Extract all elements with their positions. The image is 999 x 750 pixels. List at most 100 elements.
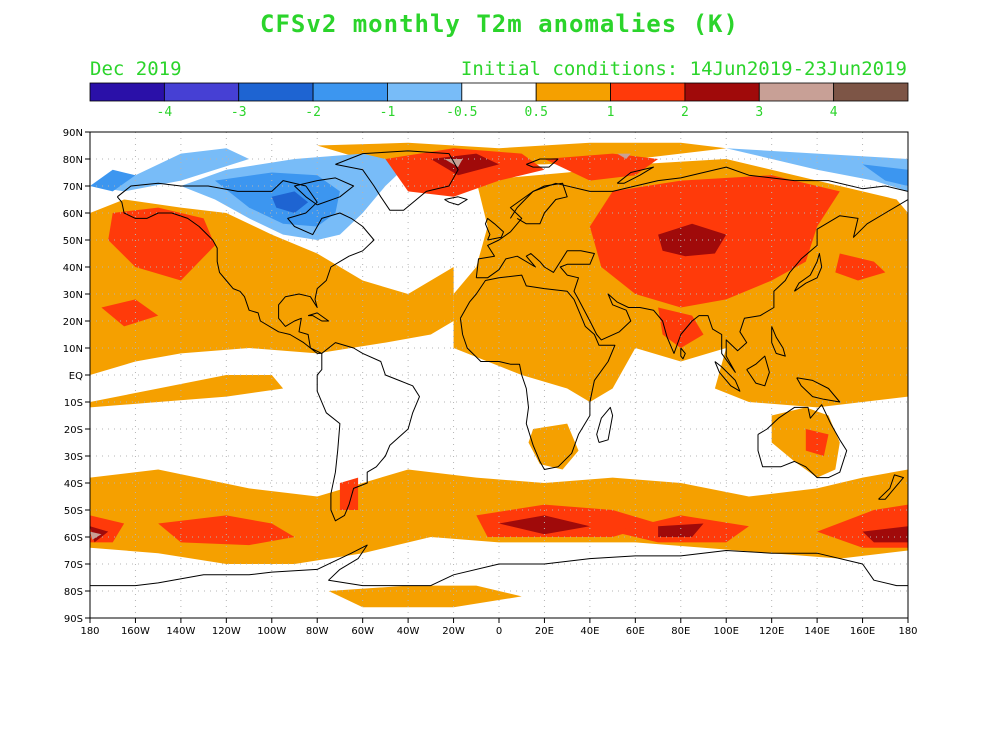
colorbar-swatch (610, 82, 686, 102)
lat-tick-label: 60S (64, 533, 83, 544)
coast-madagascar (596, 406, 614, 443)
lon-tick-label: 180 (898, 626, 917, 637)
longitude-labels: 180 160W 140W 120W 100W 80W 60W 40W 20W 0 20E 40E 60… (80, 618, 918, 637)
coast-svalbard (526, 158, 559, 168)
warm-australia (805, 429, 829, 456)
coast-sumatra (714, 361, 741, 392)
map-area (90, 132, 908, 618)
initial-conditions-label: Initial conditions: 14Jun2019-23Jun2019 (460, 58, 907, 80)
colorbar-tick-label: 4 (830, 105, 838, 120)
cool-alaska-west (90, 169, 136, 192)
lat-tick-label: 40N (63, 263, 83, 274)
warm3-south-pac-e (862, 526, 908, 543)
cool-arctic-east (726, 148, 908, 192)
warm-north-pac-mid (101, 299, 159, 327)
coast-asia-south (476, 199, 908, 373)
warm-east-pac-n (108, 207, 215, 281)
lat-tick-label: 10S (64, 398, 83, 409)
coast-australia (757, 404, 848, 479)
colorbar-swatch (684, 82, 760, 102)
bg-orange-africa-s (528, 423, 579, 470)
colorbar-swatch (89, 82, 165, 102)
chart-title: CFSv2 monthly T2m anomalies (K) (260, 10, 739, 38)
lon-tick-label: 160W (121, 626, 150, 637)
colorbar-tick-label: 3 (755, 105, 763, 120)
lat-tick-label: 90N (63, 128, 83, 139)
colorbar (89, 82, 909, 102)
lon-tick-label: 80W (306, 626, 329, 637)
lon-tick-label: 0 (496, 626, 502, 637)
warm-south-pac-60 (158, 515, 295, 546)
lon-tick-label: 80E (671, 626, 690, 637)
colorbar-tick-label: -0.5 (446, 105, 477, 120)
coast-north-america (116, 180, 375, 354)
lat-tick-label: 10N (63, 344, 83, 355)
coast-antarctica (90, 544, 908, 587)
colorbar-swatch (238, 82, 314, 102)
cool-canada-deep (271, 191, 309, 213)
lon-tick-label: 180 (80, 626, 99, 637)
lat-tick-label: 90S (64, 614, 83, 625)
lon-tick-label: 160E (850, 626, 875, 637)
lat-tick-label: 30S (64, 452, 83, 463)
colorbar-swatch (387, 82, 463, 102)
lon-tick-label: 140W (166, 626, 195, 637)
lon-tick-label: 60E (626, 626, 645, 637)
lat-tick-label: 60N (63, 209, 83, 220)
lon-tick-label: 20W (442, 626, 465, 637)
bg-orange-antarctic (328, 585, 522, 608)
latitude-labels: 90N 80N 70N 60N 50N 40N 30N 20N 10N EQ 10S 20S 30S 40… (63, 128, 90, 625)
colorbar-tick-label: -3 (231, 105, 247, 120)
coast-africa (459, 274, 616, 470)
lat-tick-label: 30N (63, 290, 83, 301)
coast-uk (484, 217, 504, 241)
coast-borneo (746, 355, 770, 387)
lon-tick-label: 100E (714, 626, 739, 637)
coast-iceland (444, 196, 468, 206)
coast-cuba (307, 312, 330, 322)
coast-novaya-zemlya (616, 166, 654, 184)
lat-tick-label: 70S (64, 560, 83, 571)
colorbar-labels: -4 -3 -2 -1 -0.5 0.5 1 2 3 4 (157, 105, 838, 120)
lat-tick-label: 50N (63, 236, 83, 247)
coast-scandinavia (509, 182, 568, 225)
lat-tick-label: 70N (63, 182, 83, 193)
colorbar-tick-label: -4 (157, 105, 173, 120)
coast-south-america (316, 342, 420, 522)
cool-arctic-east-core (862, 164, 908, 186)
lat-tick-label: 40S (64, 479, 83, 490)
lon-tick-label: 100W (257, 626, 286, 637)
colorbar-swatch (758, 82, 835, 102)
coast-japan (793, 253, 823, 292)
lat-tick-label: 80S (64, 587, 83, 598)
colorbar-tick-label: -2 (305, 105, 321, 120)
lon-tick-label: 20E (535, 626, 554, 637)
lat-tick-label: 50S (64, 506, 83, 517)
warm3-south-ind (658, 523, 704, 537)
colorbar-tick-label: 2 (681, 105, 689, 120)
lon-tick-label: 140E (804, 626, 829, 637)
coast-philippines (771, 326, 786, 357)
coast-sri-lanka (680, 347, 686, 360)
lat-tick-label: 80N (63, 155, 83, 166)
colorbar-swatch (312, 82, 388, 102)
lat-tick-label: EQ (69, 371, 83, 382)
month-label: Dec 2019 (90, 58, 182, 80)
bg-orange-tropical-pac-east (90, 375, 284, 408)
bg-orange-australia (771, 407, 840, 478)
warm-india (658, 307, 704, 348)
warm3-south-atl (499, 515, 590, 535)
lat-tick-label: 20S (64, 425, 83, 436)
warm4-south-pac-w (90, 531, 102, 540)
lat-tick-label: 20N (63, 317, 83, 328)
colorbar-swatch (535, 82, 611, 102)
coast-europe-asia (475, 166, 908, 278)
lon-tick-label: 40E (580, 626, 599, 637)
warm4-greenland (444, 159, 463, 168)
colorbar-swatch (833, 82, 909, 102)
lon-tick-label: 60W (351, 626, 374, 637)
lon-tick-label: 120W (212, 626, 241, 637)
colorbar-swatch (163, 82, 240, 102)
colorbar-tick-label: 1 (607, 105, 615, 120)
colorbar-swatch (461, 82, 537, 102)
